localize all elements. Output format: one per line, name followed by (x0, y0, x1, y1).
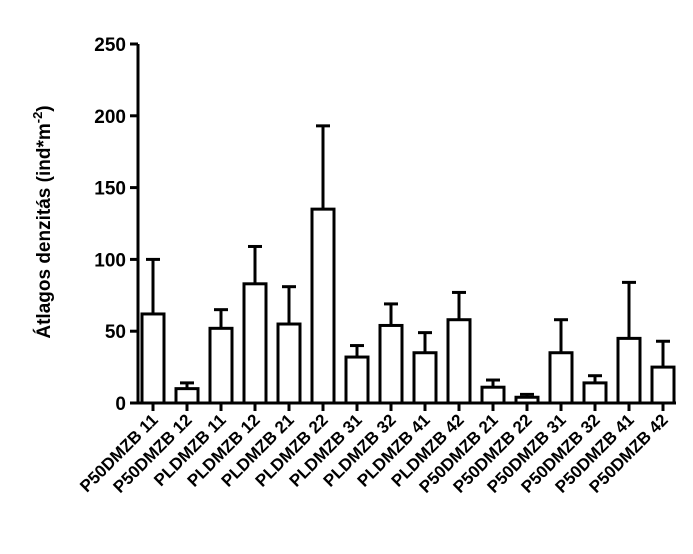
bar (276, 322, 302, 405)
bar (174, 387, 200, 405)
bar (412, 351, 438, 405)
y-tick-label: 250 (94, 35, 126, 56)
bar (310, 207, 336, 405)
bar (514, 395, 540, 405)
bar (650, 365, 676, 405)
bar (140, 312, 166, 405)
y-tick-label: 200 (94, 107, 126, 128)
bar (616, 336, 642, 405)
bar (344, 355, 370, 405)
bar (446, 318, 472, 405)
bar (378, 323, 404, 405)
bar (480, 385, 506, 405)
bar (208, 326, 234, 405)
bar (582, 381, 608, 405)
y-label-end: ) (34, 105, 55, 111)
y-tick-label: 50 (105, 322, 126, 343)
y-label-sup: -2 (30, 112, 45, 124)
y-tick-label: 100 (94, 250, 126, 271)
y-axis-label: Átlagos denzitás (ind*m-2) (30, 105, 55, 338)
bar (548, 351, 574, 405)
y-tick-label: 150 (94, 179, 126, 200)
y-tick-label: 0 (115, 394, 126, 415)
y-label-main: Átlagos denzitás (ind*m (33, 123, 55, 338)
bar (242, 282, 268, 405)
